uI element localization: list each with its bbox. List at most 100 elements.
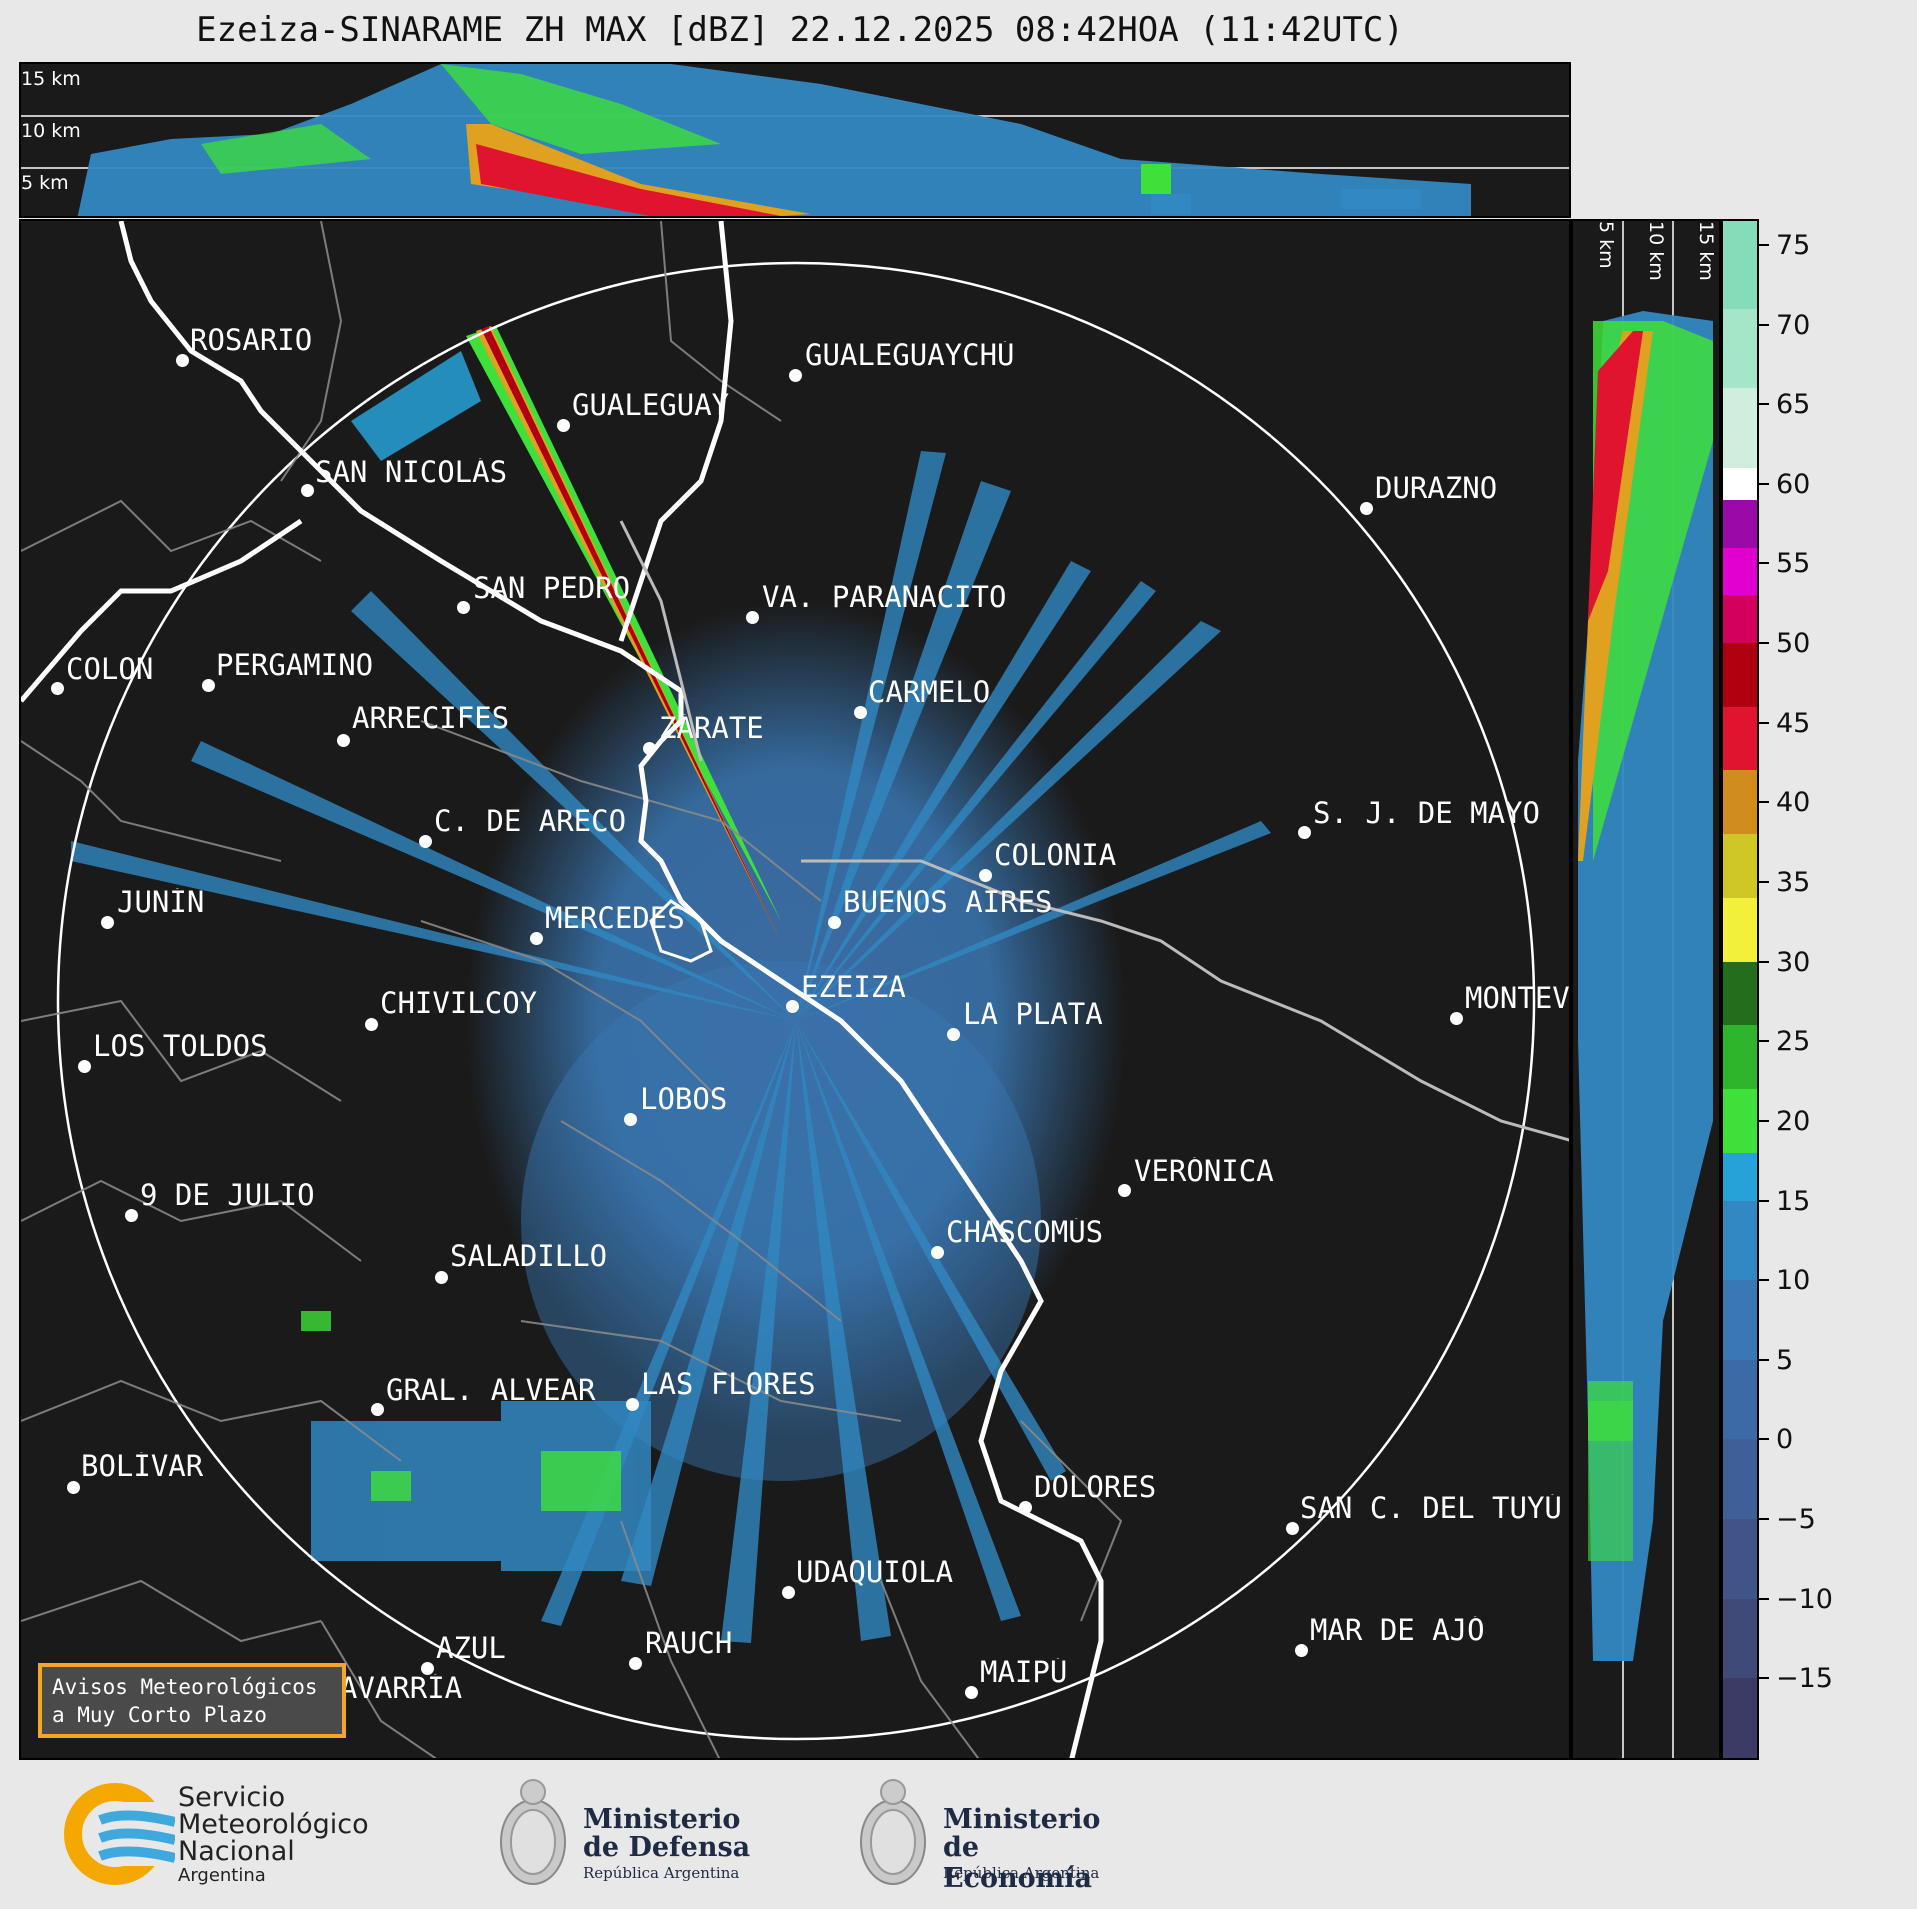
- colorbar-tick: [1759, 1279, 1769, 1282]
- colorbar-tick: [1759, 1438, 1769, 1441]
- colorbar-tick-label: 45: [1776, 707, 1811, 739]
- colorbar-tick-label: −15: [1776, 1663, 1833, 1695]
- city-dot: [51, 682, 64, 695]
- city-dot: [629, 1657, 642, 1670]
- warning-box[interactable]: Avisos Meteorológicos a Muy Corto Plazo: [38, 1663, 346, 1738]
- colorbar-tick: [1759, 562, 1769, 565]
- city-dot: [125, 1209, 138, 1222]
- city-label: SAN PEDRO: [473, 574, 631, 603]
- city-dot: [557, 419, 570, 432]
- colorbar-segment: [1723, 499, 1757, 548]
- colorbar-tick: [1759, 403, 1769, 406]
- colorbar-tick-label: 50: [1776, 628, 1811, 660]
- colorbar-segment: [1723, 834, 1757, 898]
- colorbar-tick: [1759, 642, 1769, 645]
- colorbar-tick-label: 0: [1776, 1424, 1794, 1456]
- city-label: S. J. DE MAYO: [1313, 799, 1540, 828]
- colorbar-segment: [1723, 770, 1757, 835]
- city-label: MONTEVIDEO: [1465, 984, 1571, 1013]
- city-label: COLON: [66, 655, 154, 684]
- city-dot: [365, 1018, 378, 1031]
- colorbar-tick-label: 20: [1776, 1105, 1811, 1137]
- city-dot: [828, 916, 841, 929]
- colorbar-tick: [1759, 1199, 1769, 1202]
- city-label: ARRECIFES: [352, 704, 510, 733]
- smn-line-4: Argentina: [178, 1865, 266, 1886]
- side-height-label-15: 15 km: [1695, 221, 1717, 281]
- city-label: VA. PARANACITO: [762, 583, 1007, 612]
- city-label: CHASCOMÚS: [946, 1218, 1104, 1247]
- city-label: MAIPÚ: [980, 1658, 1068, 1687]
- city-dot: [854, 706, 867, 719]
- top-height-label-10: 10 km: [21, 120, 81, 142]
- smn-line-1: Servicio: [178, 1782, 286, 1813]
- economia-line-2: de Economía: [943, 1832, 1092, 1894]
- city-label: JUNÍN: [117, 888, 205, 917]
- top-cross-section-panel: 15 km 10 km 5 km: [19, 62, 1571, 218]
- side-height-label-10: 10 km: [1645, 221, 1667, 281]
- colorbar-segment: [1723, 1025, 1757, 1090]
- colorbar-tick: [1759, 482, 1769, 485]
- city-dot: [301, 484, 314, 497]
- city-label: BOLÍVAR: [81, 1452, 204, 1481]
- city-dot: [626, 1398, 639, 1411]
- city-label: C. DE ARECO: [434, 807, 627, 836]
- city-dot: [979, 869, 992, 882]
- city-label: 9 DE JULIO: [140, 1181, 315, 1210]
- top-height-label-5: 5 km: [21, 172, 69, 194]
- side-height-label-5: 5 km: [1595, 221, 1617, 269]
- city-label: VERÓNICA: [1134, 1157, 1274, 1186]
- colorbar-segment: [1723, 643, 1757, 707]
- city-label: LAS FLORES: [641, 1370, 816, 1399]
- radar-map-graphic: [21, 221, 1569, 1758]
- city-dot: [371, 1403, 384, 1416]
- colorbar-tick-label: 60: [1776, 468, 1811, 500]
- chart-title: Ezeiza-SINARAME ZH MAX [dBZ] 22.12.2025 …: [196, 10, 1404, 50]
- smn-line-3: Nacional: [178, 1836, 295, 1867]
- city-dot: [1295, 1644, 1308, 1657]
- warning-line-1: Avisos Meteorológicos: [52, 1675, 318, 1699]
- city-dot: [786, 1000, 799, 1013]
- colorbar-tick: [1759, 1518, 1769, 1521]
- colorbar-tick: [1759, 1119, 1769, 1122]
- city-label: LA PLATA: [963, 1000, 1103, 1029]
- colorbar-tick-label: −10: [1776, 1583, 1833, 1615]
- colorbar-tick-label: 40: [1776, 787, 1811, 819]
- colorbar-tick: [1759, 1358, 1769, 1361]
- colorbar-segment: [1723, 1439, 1757, 1520]
- colorbar-segment: [1723, 1359, 1757, 1440]
- city-dot: [530, 932, 543, 945]
- city-dot: [931, 1246, 944, 1259]
- city-label: ROSARIO: [190, 326, 313, 355]
- radar-map-panel[interactable]: [19, 219, 1571, 1760]
- smn-logo-icon: [64, 1783, 177, 1885]
- city-dot: [643, 742, 656, 755]
- city-dot: [1118, 1184, 1131, 1197]
- city-label: GUALEGUAY: [572, 391, 730, 420]
- city-label: GRAL. ALVEAR: [386, 1376, 596, 1405]
- colorbar-segment: [1723, 897, 1757, 962]
- city-dot: [457, 601, 470, 614]
- city-label: UDAQUIOLA: [796, 1558, 954, 1587]
- colorbar-segment: [1723, 1200, 1757, 1281]
- city-dot: [1286, 1522, 1299, 1535]
- economia-logo: Ministerio de Economía República Argenti…: [855, 1772, 1135, 1902]
- defensa-line-1: Ministerio: [583, 1804, 741, 1835]
- colorbar-segment: [1723, 706, 1757, 771]
- city-dot: [419, 835, 432, 848]
- city-dot: [202, 679, 215, 692]
- colorbar-tick-label: 5: [1776, 1344, 1794, 1376]
- city-dot: [789, 369, 802, 382]
- colorbar-tick: [1759, 1040, 1769, 1043]
- city-label: MAR DE AJÓ: [1310, 1616, 1485, 1645]
- colorbar-segment: [1723, 1280, 1757, 1360]
- city-label: ZÁRATE: [659, 714, 764, 743]
- colorbar-segment: [1723, 547, 1757, 596]
- city-label: LOS TOLDOS: [93, 1032, 268, 1061]
- colorbar-segment: [1723, 221, 1757, 309]
- warning-line-2: a Muy Corto Plazo: [52, 1703, 267, 1727]
- colorbar-tick-label: 70: [1776, 309, 1811, 341]
- city-dot: [176, 354, 189, 367]
- colorbar-segment: [1723, 467, 1757, 500]
- colorbar-tick-label: 75: [1776, 229, 1811, 261]
